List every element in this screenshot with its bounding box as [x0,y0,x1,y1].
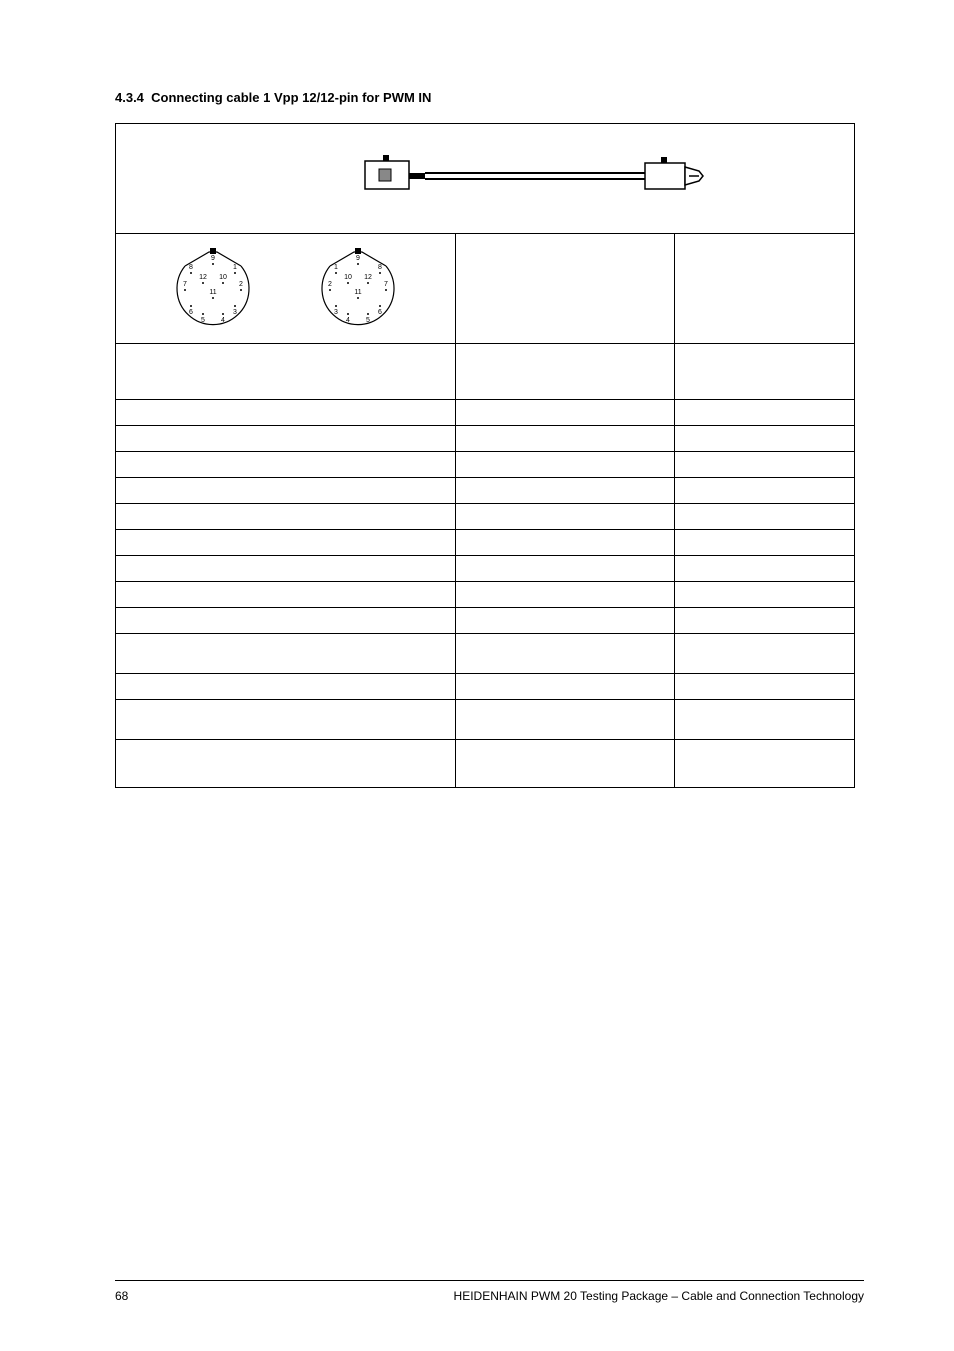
header-cell-2 [455,344,675,400]
svg-text:4: 4 [346,317,350,324]
table-row [116,556,855,582]
pin-diagram-left: 8 9 1 7 2 6 3 5 4 12 10 11 [158,241,268,331]
page-footer: 68 HEIDENHAIN PWM 20 Testing Package – C… [115,1280,864,1303]
table-row [116,400,855,426]
table-row [116,674,855,700]
svg-text:4: 4 [221,317,225,324]
right-connector-body [645,163,685,189]
connector-mid-cell [455,234,675,344]
svg-text:1: 1 [233,264,237,271]
svg-text:7: 7 [183,281,187,288]
connector-diagrams-cell: 8 9 1 7 2 6 3 5 4 12 10 11 [116,234,456,344]
connector-diagrams-row: 8 9 1 7 2 6 3 5 4 12 10 11 [116,234,855,344]
section-title-text: Connecting cable 1 Vpp 12/12-pin for PWM… [151,90,431,105]
svg-text:10: 10 [344,274,352,281]
table-row [116,478,855,504]
svg-text:9: 9 [211,255,215,262]
cable-drawing-row [116,124,855,234]
table-row [116,740,855,788]
table-row [116,582,855,608]
svg-text:11: 11 [209,289,216,296]
table-header-row [116,344,855,400]
left-connector-stem [409,173,425,179]
table-row [116,530,855,556]
table-row [116,700,855,740]
svg-text:5: 5 [201,317,205,324]
table-row [116,452,855,478]
svg-text:5: 5 [366,317,370,324]
table-row [116,608,855,634]
right-connector-notch [661,157,667,163]
svg-text:3: 3 [233,309,237,316]
svg-text:7: 7 [384,281,388,288]
connector-right-cell [675,234,855,344]
section-heading: 4.3.4 Connecting cable 1 Vpp 12/12-pin f… [115,90,864,105]
cable-diagram-svg [125,131,845,221]
cable-drawing-cell [116,124,855,234]
page-number: 68 [115,1289,128,1303]
svg-text:12: 12 [199,274,207,281]
header-cell-1 [116,344,456,400]
svg-text:11: 11 [354,289,361,296]
cable-table: 8 9 1 7 2 6 3 5 4 12 10 11 [115,123,855,788]
svg-text:1: 1 [334,264,338,271]
svg-text:6: 6 [189,309,193,316]
svg-text:12: 12 [364,274,372,281]
left-outer-pins: 8 9 1 7 2 6 3 5 4 12 10 11 [183,255,243,324]
svg-text:10: 10 [219,274,227,281]
pin-diagram-right: 1 9 8 2 7 3 6 4 5 10 12 11 [303,241,413,331]
table-row [116,504,855,530]
svg-text:8: 8 [378,264,382,271]
header-cell-3 [675,344,855,400]
left-connector-inner [379,169,391,181]
section-number: 4.3.4 [115,90,144,105]
table-row [116,426,855,452]
svg-text:2: 2 [328,281,332,288]
left-connector-notch [383,155,389,161]
svg-text:3: 3 [334,309,338,316]
table-row [116,634,855,674]
svg-text:6: 6 [378,309,382,316]
footer-text: HEIDENHAIN PWM 20 Testing Package – Cabl… [454,1289,864,1303]
svg-text:8: 8 [189,264,193,271]
svg-text:9: 9 [356,255,360,262]
right-outer-pins: 1 9 8 2 7 3 6 4 5 10 12 11 [328,255,388,324]
svg-text:2: 2 [239,281,243,288]
